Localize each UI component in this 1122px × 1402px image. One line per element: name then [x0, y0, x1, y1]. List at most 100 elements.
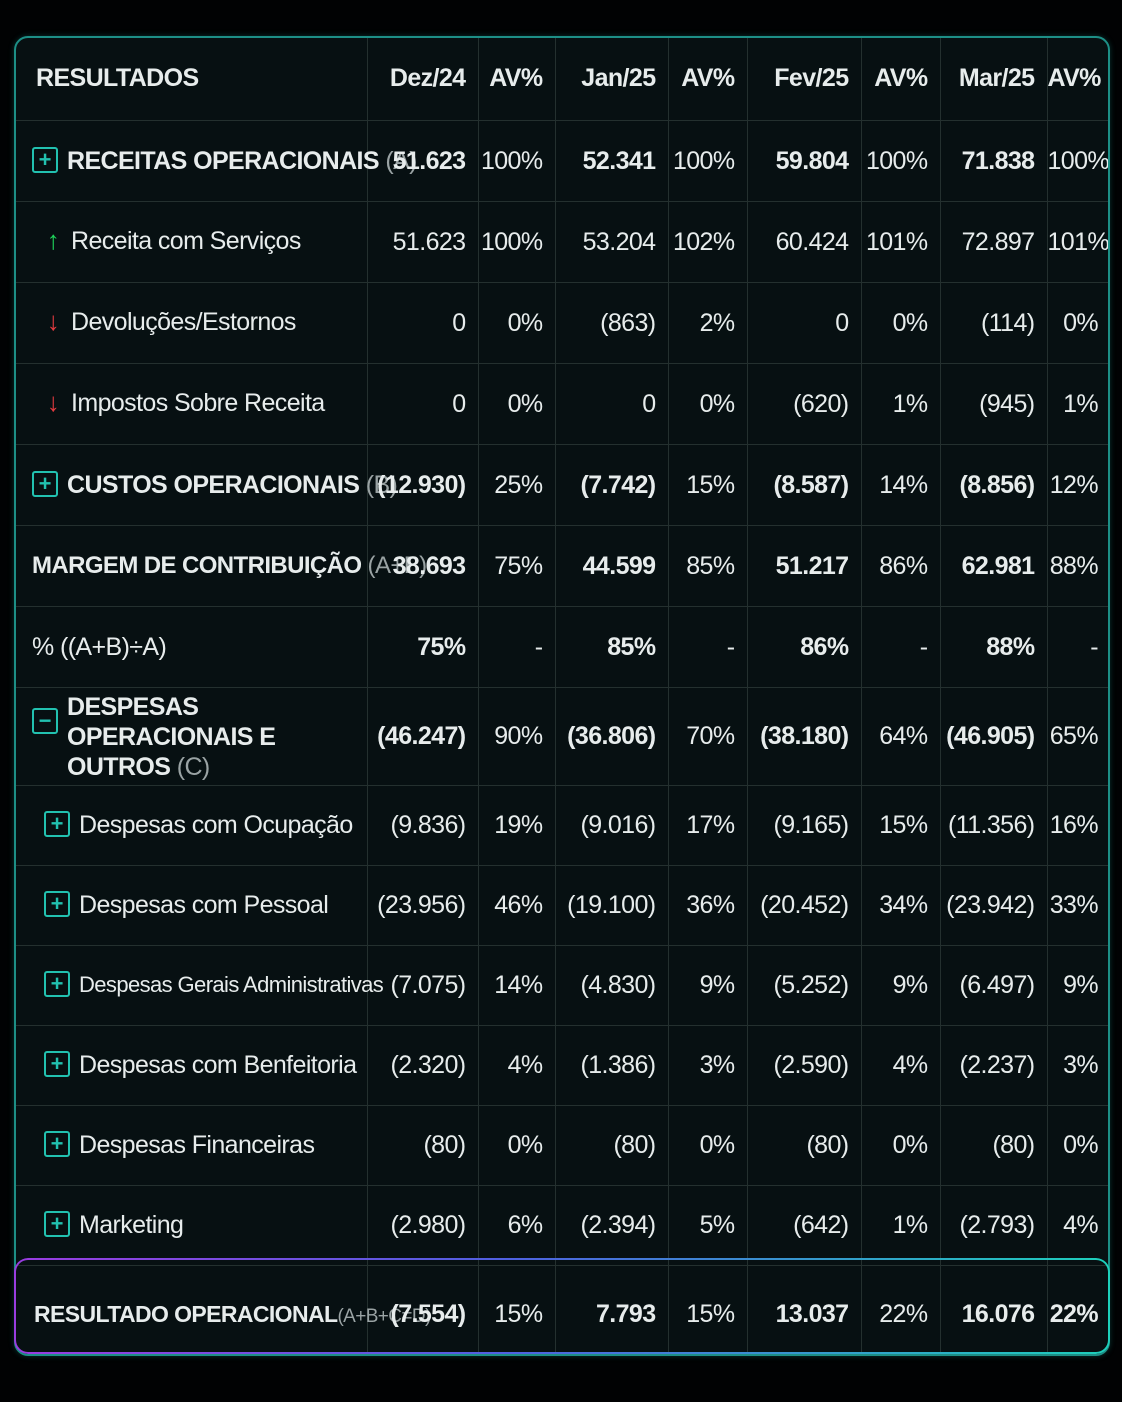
results-table-panel: RESULTADOS Dez/24 AV% Jan/25 AV% Fev/25 …	[14, 36, 1110, 1356]
value-cell: (9.165)	[747, 785, 862, 866]
av-cell: 0%	[1047, 1105, 1108, 1186]
value-cell: 88%	[940, 606, 1048, 688]
row-label: − DESPESAS OPERACIONAIS E OUTROS (C)	[16, 687, 368, 786]
av-cell: 16%	[1047, 785, 1108, 866]
column-header-av: AV%	[861, 38, 941, 121]
av-cell: 0%	[478, 282, 556, 364]
av-cell: 19%	[478, 785, 556, 866]
av-cell: 0%	[861, 282, 941, 364]
row-label: RESULTADO OPERACIONAL(A+B+C=D)	[16, 1265, 431, 1354]
column-header-dez24: Dez/24	[367, 38, 479, 121]
value-cell: 7.793	[555, 1265, 669, 1354]
row-label: % ((A+B)÷A)	[16, 606, 368, 688]
value-cell: (23.956)	[367, 865, 479, 946]
av-cell: 33%	[1047, 865, 1108, 946]
value-cell: (46.905)	[940, 687, 1048, 786]
row-label-text: Devoluções/Estornos	[71, 307, 296, 336]
column-header-fev25: Fev/25	[747, 38, 862, 121]
value-cell: (8.587)	[747, 444, 862, 526]
value-cell: (7.075)	[367, 945, 479, 1026]
row-label-text: RESULTADO OPERACIONAL	[34, 1301, 338, 1327]
av-cell: 0%	[478, 363, 556, 445]
av-cell: 22%	[1047, 1265, 1108, 1354]
value-cell: (6.497)	[940, 945, 1048, 1026]
row-receita-servicos: ↑ Receita com Serviços 51.623 100% 53.204…	[16, 201, 1108, 283]
value-cell: 62.981	[940, 525, 1048, 607]
row-custos-operacionais: + CUSTOS OPERACIONAIS (B) (12.930) 25% (7…	[16, 444, 1108, 526]
value-cell: (8.856)	[940, 444, 1048, 526]
value-cell: (9.016)	[555, 785, 669, 866]
row-resultado-operacional: RESULTADO OPERACIONAL(A+B+C=D) (7.554) 1…	[16, 1265, 1108, 1354]
av-cell: 9%	[861, 945, 941, 1026]
av-cell: -	[1047, 606, 1108, 688]
value-cell: 72.897	[940, 201, 1048, 283]
value-cell: (23.942)	[940, 865, 1048, 946]
row-label-text: Marketing	[79, 1211, 184, 1239]
value-cell: 60.424	[747, 201, 862, 283]
value-cell: (620)	[747, 363, 862, 445]
av-cell: 86%	[861, 525, 941, 607]
row-label: + Despesas com Ocupação	[16, 785, 368, 866]
value-cell: 38.693	[367, 525, 479, 607]
value-cell: 44.599	[555, 525, 669, 607]
row-label-text: % ((A+B)÷A)	[32, 632, 167, 661]
value-cell: (36.806)	[555, 687, 669, 786]
av-cell: 9%	[1047, 945, 1108, 1026]
value-cell: 0	[367, 282, 479, 364]
row-impostos-sobre-receita: ↓ Impostos Sobre Receita 0 0% 0 0% (620) …	[16, 363, 1108, 445]
value-cell: (2.394)	[555, 1185, 669, 1266]
plus-box-icon[interactable]: +	[44, 811, 70, 838]
av-cell: 14%	[478, 945, 556, 1026]
value-cell: (2.320)	[367, 1025, 479, 1106]
av-cell: 70%	[668, 687, 748, 786]
plus-box-icon[interactable]: +	[44, 971, 70, 998]
plus-box-icon[interactable]: +	[44, 1051, 70, 1078]
av-cell: 2%	[668, 282, 748, 364]
row-label: + Despesas com Benfeitoria	[16, 1025, 368, 1106]
value-cell: (1.386)	[555, 1025, 669, 1106]
av-cell: 1%	[1047, 363, 1108, 445]
minus-box-icon[interactable]: −	[32, 707, 58, 734]
av-cell: -	[861, 606, 941, 688]
row-despesas-ocupacao: + Despesas com Ocupação (9.836) 19% (9.01…	[16, 785, 1108, 866]
av-cell: 22%	[861, 1265, 941, 1354]
row-label: + Despesas com Pessoal	[16, 865, 368, 946]
value-cell: 71.838	[940, 120, 1048, 202]
column-header-av: AV%	[1047, 38, 1108, 121]
av-cell: 3%	[1047, 1025, 1108, 1106]
row-label: + Despesas Gerais Administrativas	[16, 945, 384, 1026]
row-label-text: Impostos Sobre Receita	[71, 388, 325, 417]
value-cell: 0	[555, 363, 669, 445]
income-statement-table: RESULTADOS Dez/24 AV% Jan/25 AV% Fev/25 …	[16, 38, 1108, 1354]
value-cell: (80)	[747, 1105, 862, 1186]
row-label-text: Despesas com Pessoal	[79, 891, 329, 919]
row-receitas-operacionais: + RECEITAS OPERACIONAIS (A) 51.623 100% 5…	[16, 120, 1108, 202]
row-label-text: CUSTOS OPERACIONAIS	[67, 470, 360, 499]
plus-box-icon[interactable]: +	[32, 146, 58, 173]
av-cell: 4%	[478, 1025, 556, 1106]
value-cell: (38.180)	[747, 687, 862, 786]
value-cell: 16.076	[940, 1265, 1048, 1354]
plus-box-icon[interactable]: +	[44, 1211, 70, 1238]
row-devolucoes-estornos: ↓ Devoluções/Estornos 0 0% (863) 2% 0 0% …	[16, 282, 1108, 364]
row-label: + Despesas Financeiras	[16, 1105, 368, 1186]
table-header-row: RESULTADOS Dez/24 AV% Jan/25 AV% Fev/25 …	[16, 38, 1108, 121]
row-label: ↓ Devoluções/Estornos	[16, 282, 368, 364]
plus-box-icon[interactable]: +	[44, 1131, 70, 1158]
av-cell: 15%	[861, 785, 941, 866]
row-label: + RECEITAS OPERACIONAIS (A)	[16, 120, 417, 202]
av-cell: 102%	[668, 201, 748, 283]
av-cell: 100%	[478, 120, 556, 202]
row-margem-contribuicao: MARGEM DE CONTRIBUIÇÃO (A+B) 38.693 75% …	[16, 525, 1108, 607]
plus-box-icon[interactable]: +	[32, 470, 58, 497]
row-label-text: Despesas com Benfeitoria	[79, 1051, 357, 1079]
av-cell: 5%	[668, 1185, 748, 1266]
row-despesas-operacionais: − DESPESAS OPERACIONAIS E OUTROS (C) (46.…	[16, 687, 1108, 786]
value-cell: 0	[367, 363, 479, 445]
row-label: ↓ Impostos Sobre Receita	[16, 363, 368, 445]
value-cell: (863)	[555, 282, 669, 364]
plus-box-icon[interactable]: +	[44, 891, 70, 918]
av-cell: 4%	[861, 1025, 941, 1106]
av-cell: 101%	[1047, 201, 1108, 283]
av-cell: 100%	[1047, 120, 1108, 202]
